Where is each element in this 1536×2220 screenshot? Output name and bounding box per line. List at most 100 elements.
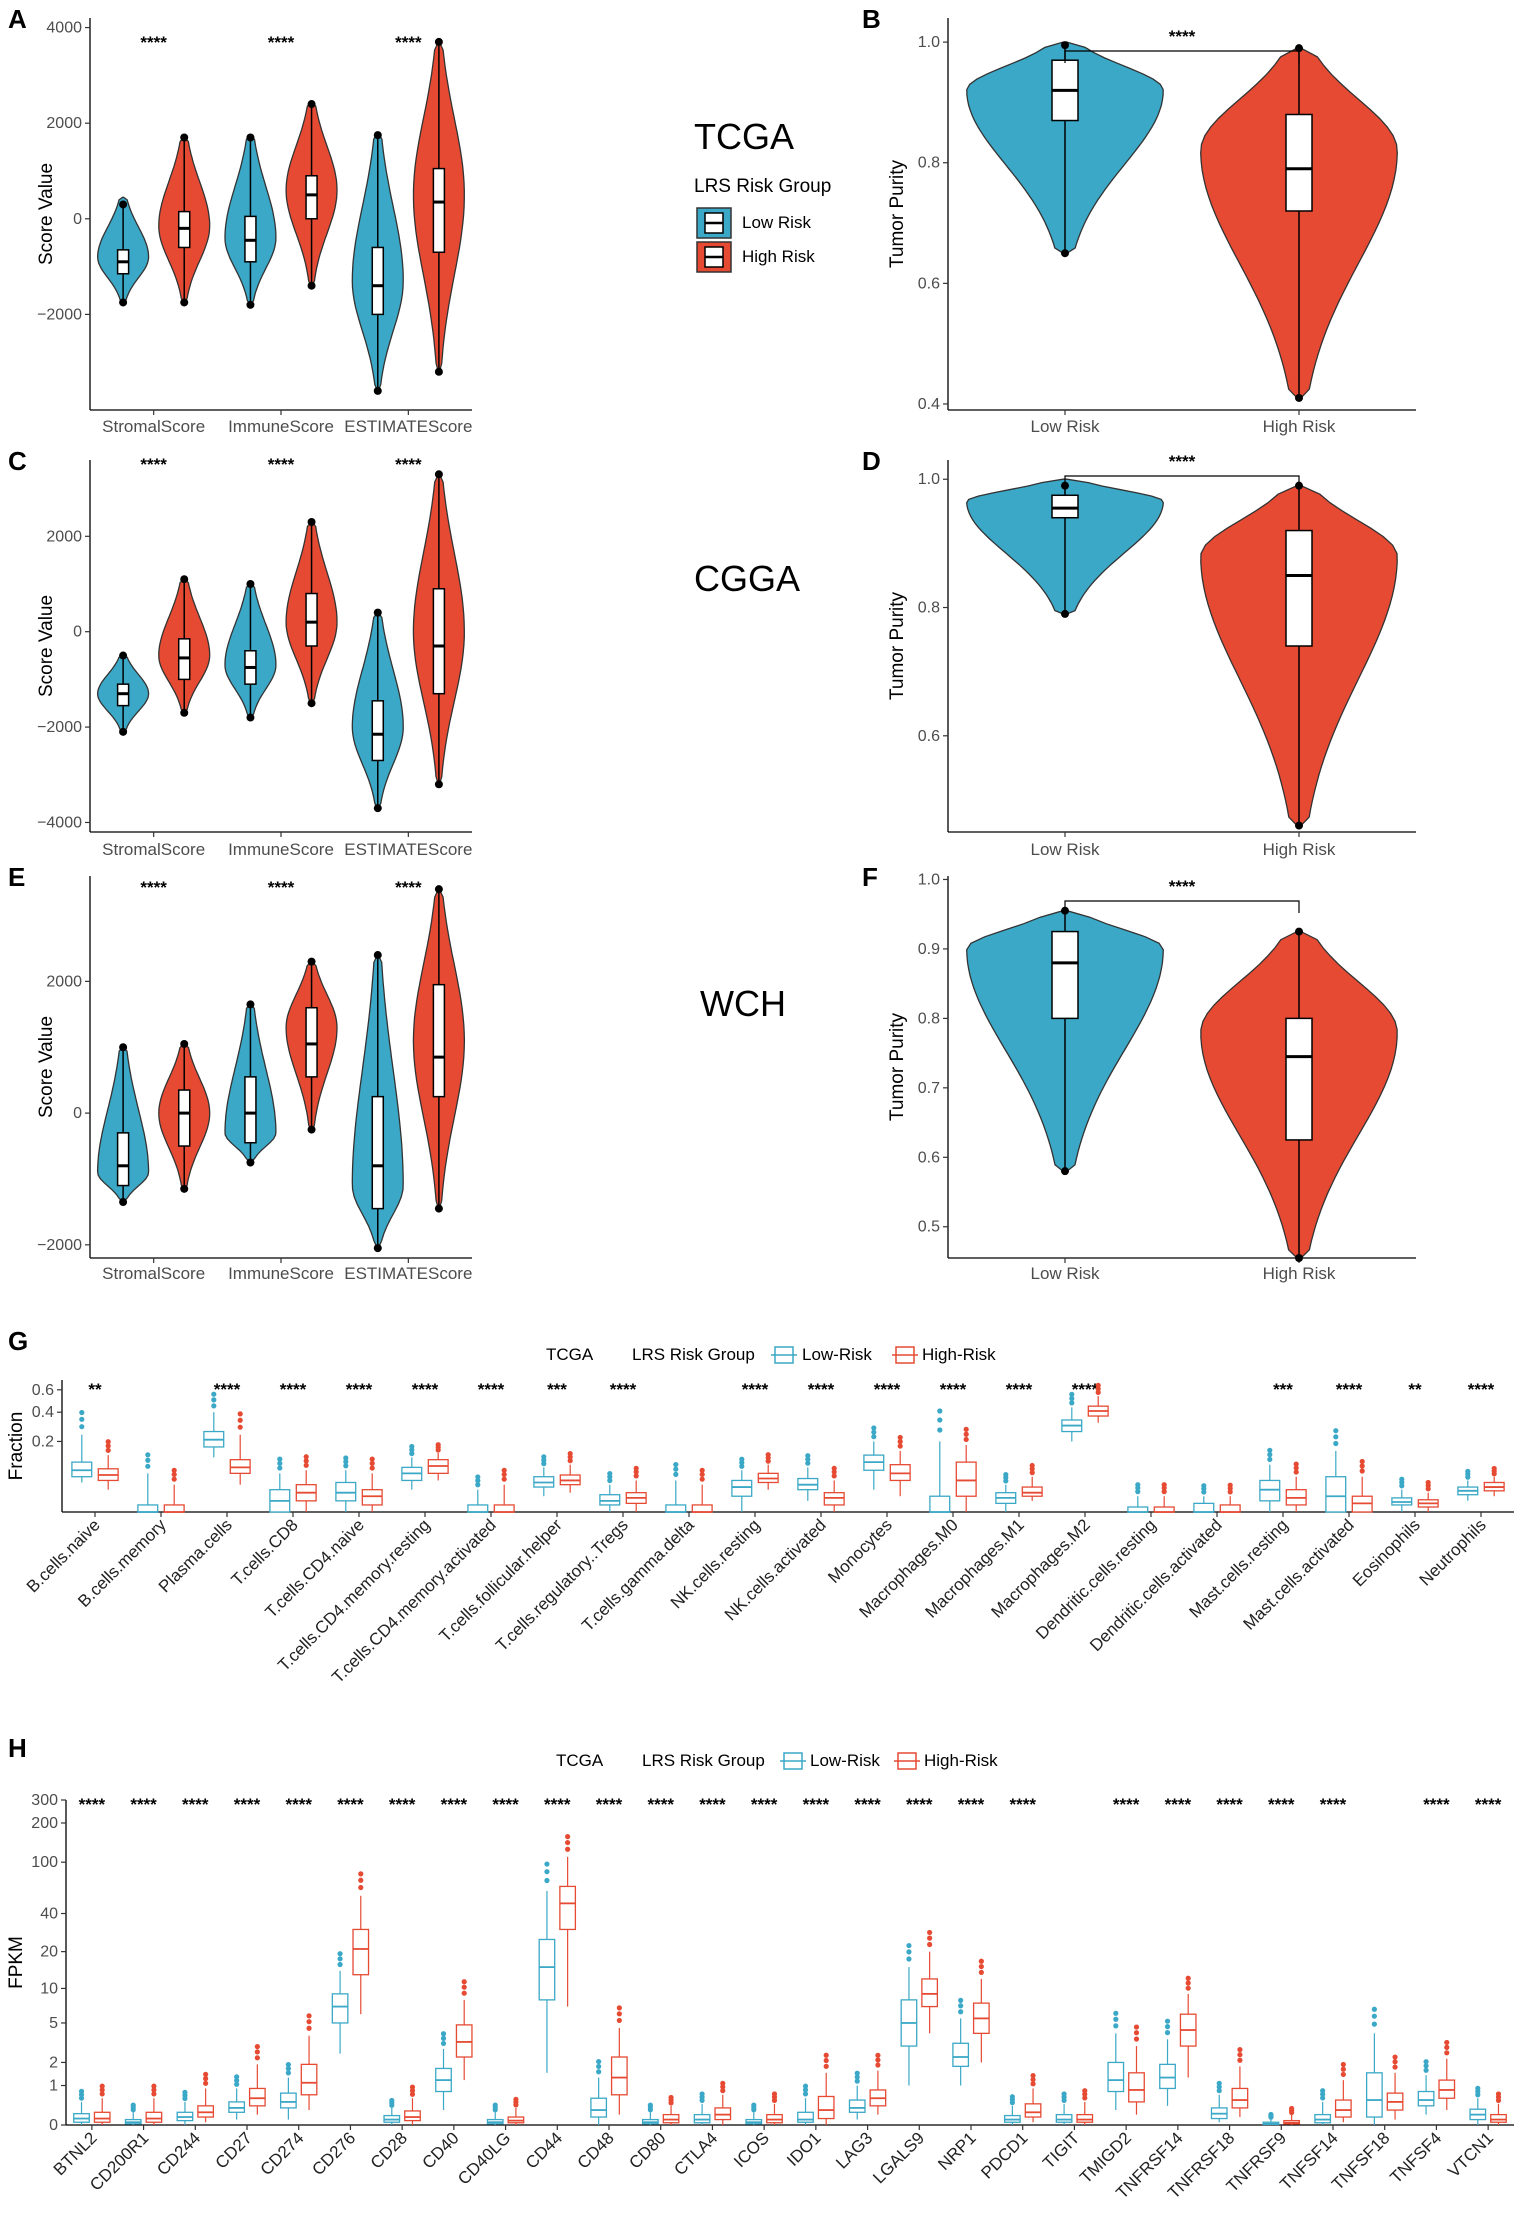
panel-h-y-tick-label: 300: [31, 1792, 58, 1809]
panel-g-outlier: [79, 1409, 85, 1416]
panel-h-outlier: [802, 2091, 809, 2097]
panel-d-box: [1051, 494, 1079, 519]
panel-d-point: [1061, 609, 1069, 618]
panel-h-outlier: [337, 1961, 343, 1968]
panel-d-box: [1285, 529, 1313, 647]
panel-h-significance: ****: [647, 1795, 674, 1814]
panel-h-significance: ****: [596, 1795, 623, 1814]
panel-g-outlier: [145, 1457, 151, 1463]
panel-h-box-high: [455, 2024, 473, 2058]
panel-g-box-low: [137, 1504, 159, 1513]
panel-g-significance: ****: [940, 1380, 967, 1399]
panel-d-y-tick-label: 0.8: [918, 600, 940, 617]
panel-f-point: [1061, 1167, 1069, 1176]
panel-g-box-low: [1193, 1502, 1215, 1513]
panel-h-outlier: [544, 1861, 550, 1867]
panel-d-x-tick-label: High Risk: [1263, 840, 1336, 859]
panel-c-chart: −4000 −2000 0 2000 Score Value StromalScore **…: [36, 455, 472, 859]
panel-h-outlier: [1423, 2063, 1429, 2069]
panel-g-outlier: [831, 1473, 837, 1479]
legend-g-title: LRS Risk Group: [632, 1345, 755, 1364]
panel-g-outlier: [1333, 1434, 1339, 1440]
panel-e-x-tick-label: ImmuneScore: [228, 1264, 334, 1283]
panel-h-x-tick-label: ICOS: [730, 2128, 773, 2171]
panel-g-outlier: [1161, 1482, 1167, 1488]
panel-g-outlier: [145, 1452, 151, 1458]
panel-h-box-high: [404, 2110, 421, 2122]
panel-g-box-low: [665, 1504, 687, 1513]
panel-h-outlier: [596, 2069, 602, 2075]
panel-e-point: [307, 1125, 316, 1134]
panel-h-outlier: [1113, 2016, 1119, 2022]
panel-g-x-tick-label: Mast.cells.activated: [1239, 1515, 1357, 1633]
panel-h-outlier: [1082, 2088, 1088, 2094]
panel-h-outlier: [1216, 2080, 1222, 2086]
panel-g-outlier: [963, 1431, 969, 1437]
panel-h-box-high: [352, 1928, 370, 1976]
panel-a-point: [180, 133, 189, 142]
panel-g-box-high: [1021, 1486, 1043, 1497]
panel-g-outlier: [1267, 1452, 1273, 1458]
panel-g-box-high: [691, 1504, 713, 1513]
legend-high-label: High Risk: [742, 247, 815, 266]
panel-c-x-tick-label: ESTIMATEScore: [344, 840, 472, 859]
panel-h-x-tick-label: VTCN1: [1444, 2128, 1497, 2181]
panel-h-significance: ****: [1216, 1795, 1243, 1814]
panel-g-box-low: [599, 1494, 621, 1506]
panel-h-outlier: [461, 1990, 467, 1996]
panel-h-significance: ****: [854, 1795, 881, 1814]
panel-b-y-label: Tumor Purity: [887, 159, 908, 268]
panel-g-outlier: [1095, 1382, 1101, 1388]
panel-g-significance: ****: [610, 1380, 637, 1399]
panel-h-outlier: [1216, 2084, 1222, 2090]
panel-h-outlier: [823, 2063, 829, 2069]
panel-h-box-low: [1159, 2063, 1176, 2090]
panel-g-significance: ****: [280, 1380, 307, 1399]
panel-g-outlier: [343, 1455, 349, 1461]
panel-c-x-tick-label: ImmuneScore: [228, 840, 334, 859]
panel-h-outlier: [1164, 2024, 1171, 2030]
panel-h-outlier: [358, 1884, 364, 1891]
panel-c-point: [373, 608, 382, 617]
panel-g-outlier: [567, 1450, 573, 1457]
panel-e-point: [434, 885, 443, 894]
panel-h-box-high: [1076, 2113, 1094, 2123]
panel-h-outlier: [1371, 2006, 1377, 2012]
panel-h-outlier: [285, 2066, 291, 2072]
panel-h-outlier: [906, 1942, 912, 1949]
panel-h-outlier: [254, 2044, 260, 2050]
panel-c-point: [119, 651, 128, 660]
panel-h-outlier: [337, 1951, 343, 1957]
panel-h-y-tick-label: 0: [49, 2117, 58, 2134]
panel-e-point: [246, 1158, 255, 1167]
panel-g-y-tick-label: 0.4: [32, 1404, 54, 1421]
panel-d-chart: 0.6 0.8 1.0 Tumor Purity Low Risk High Risk **…: [887, 452, 1416, 859]
panel-h-outlier: [234, 2081, 240, 2087]
panel-g-significance: ****: [808, 1380, 835, 1399]
panel-h-outlier: [461, 1979, 467, 1985]
panel-g-outlier: [871, 1434, 877, 1440]
panel-f-y-tick-label: 0.9: [918, 941, 940, 958]
panel-e-point: [373, 1244, 382, 1253]
panel-g-outlier: [673, 1471, 679, 1477]
panel-g-significance: ****: [1468, 1380, 1495, 1399]
panel-e-point: [180, 1184, 189, 1193]
panel-g-outlier: [79, 1416, 85, 1422]
panel-g-box-low: [731, 1479, 753, 1497]
panel-g-outlier: [871, 1425, 877, 1431]
panel-a-box: [432, 167, 446, 253]
panel-h-outlier: [875, 2052, 881, 2058]
panel-h-outlier: [647, 2102, 653, 2108]
panel-g-outlier: [211, 1391, 217, 1397]
panel-h-box-low: [590, 2097, 608, 2118]
panel-g-outlier: [1293, 1465, 1299, 1471]
panel-g-outlier: [105, 1439, 111, 1445]
panel-g-outlier: [541, 1454, 547, 1460]
panel-g-outlier: [805, 1456, 811, 1462]
panel-h-box-high: [1231, 2087, 1249, 2109]
panel-g-x-tick-label: T.cells.regulatory..Tregs: [492, 1515, 632, 1655]
panel-a-point: [373, 131, 382, 140]
panel-c-y-tick-label: 0: [73, 624, 82, 641]
panel-h-outlier: [802, 2087, 809, 2093]
